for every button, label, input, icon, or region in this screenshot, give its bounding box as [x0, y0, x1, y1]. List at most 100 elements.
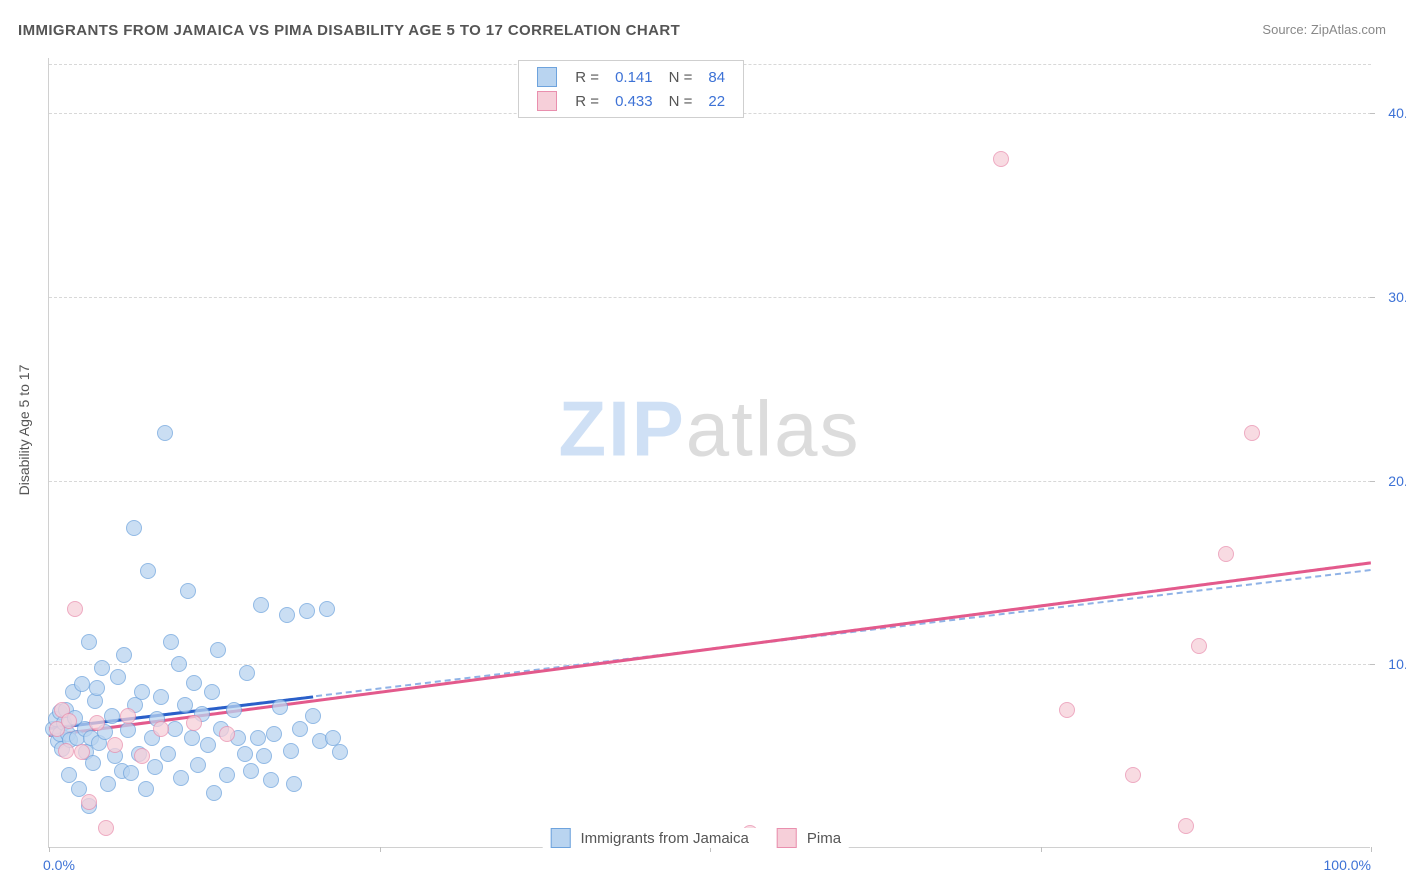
data-point-jamaica — [256, 748, 272, 764]
data-point-jamaica — [200, 737, 216, 753]
data-point-jamaica — [173, 770, 189, 786]
data-point-pima — [74, 744, 90, 760]
legend-n-value-jamaica: 84 — [700, 65, 733, 89]
source-link[interactable]: ZipAtlas.com — [1311, 22, 1386, 37]
data-point-jamaica — [190, 757, 206, 773]
data-point-jamaica — [116, 647, 132, 663]
data-point-jamaica — [153, 689, 169, 705]
data-point-jamaica — [243, 763, 259, 779]
data-point-jamaica — [140, 563, 156, 579]
trendline-solid — [49, 561, 1371, 737]
data-point-jamaica — [319, 601, 335, 617]
data-point-jamaica — [177, 697, 193, 713]
chart-title: IMMIGRANTS FROM JAMAICA VS PIMA DISABILI… — [18, 22, 680, 39]
y-tick-mark — [1370, 113, 1375, 114]
x-tick-label: 0.0% — [43, 857, 75, 873]
plot-area: ZIPatlas 10.0%20.0%30.0%40.0%0.0%100.0%R… — [48, 58, 1370, 848]
data-point-jamaica — [100, 776, 116, 792]
data-point-jamaica — [61, 767, 77, 783]
y-tick-label: 20.0% — [1376, 473, 1406, 489]
data-point-pima — [1178, 818, 1194, 834]
data-point-jamaica — [305, 708, 321, 724]
source-attribution: Source: ZipAtlas.com — [1262, 22, 1386, 37]
x-tick-mark — [1371, 847, 1372, 852]
data-point-jamaica — [250, 730, 266, 746]
watermark-atlas: atlas — [686, 384, 861, 472]
data-point-pima — [58, 743, 74, 759]
data-point-jamaica — [332, 744, 348, 760]
data-point-pima — [81, 794, 97, 810]
data-point-jamaica — [81, 634, 97, 650]
y-tick-mark — [1370, 297, 1375, 298]
data-point-jamaica — [180, 583, 196, 599]
legend-n-label: N = — [661, 65, 701, 89]
legend-swatch-jamaica — [550, 828, 570, 848]
y-tick-label: 40.0% — [1376, 105, 1406, 121]
data-point-jamaica — [157, 425, 173, 441]
data-point-jamaica — [263, 772, 279, 788]
data-point-pima — [219, 726, 235, 742]
legend-r-value-pima: 0.433 — [607, 89, 661, 113]
data-point-jamaica — [171, 656, 187, 672]
data-point-jamaica — [74, 676, 90, 692]
data-point-jamaica — [134, 684, 150, 700]
data-point-pima — [134, 748, 150, 764]
data-point-pima — [120, 708, 136, 724]
legend-swatch-jamaica — [537, 67, 557, 87]
x-tick-label: 100.0% — [1324, 857, 1371, 873]
legend-r-value-jamaica: 0.141 — [607, 65, 661, 89]
data-point-pima — [98, 820, 114, 836]
data-point-jamaica — [123, 765, 139, 781]
data-point-jamaica — [239, 665, 255, 681]
bottom-legend: Immigrants from Jamaica Pima — [542, 828, 849, 848]
data-point-pima — [993, 151, 1009, 167]
data-point-jamaica — [147, 759, 163, 775]
data-point-jamaica — [184, 730, 200, 746]
plot-container: ZIPatlas 10.0%20.0%30.0%40.0%0.0%100.0%R… — [48, 58, 1370, 848]
data-point-jamaica — [286, 776, 302, 792]
y-axis-label: Disability Age 5 to 17 — [16, 365, 32, 496]
legend-r-label: R = — [567, 89, 607, 113]
bottom-legend-item-pima: Pima — [777, 828, 841, 848]
gridline-h — [49, 481, 1371, 482]
data-point-pima — [107, 737, 123, 753]
data-point-jamaica — [325, 730, 341, 746]
data-point-jamaica — [94, 660, 110, 676]
data-point-jamaica — [266, 726, 282, 742]
bottom-legend-item-jamaica: Immigrants from Jamaica — [550, 828, 748, 848]
data-point-pima — [1244, 425, 1260, 441]
correlation-legend: R =0.141N =84R =0.433N =22 — [518, 60, 744, 118]
data-point-jamaica — [163, 634, 179, 650]
legend-swatch-pima — [777, 828, 797, 848]
y-tick-label: 10.0% — [1376, 656, 1406, 672]
data-point-jamaica — [138, 781, 154, 797]
data-point-jamaica — [226, 702, 242, 718]
data-point-jamaica — [253, 597, 269, 613]
data-point-jamaica — [204, 684, 220, 700]
y-tick-label: 30.0% — [1376, 289, 1406, 305]
data-point-jamaica — [126, 520, 142, 536]
data-point-pima — [61, 713, 77, 729]
data-point-pima — [1059, 702, 1075, 718]
data-point-jamaica — [89, 680, 105, 696]
data-point-jamaica — [292, 721, 308, 737]
data-point-jamaica — [210, 642, 226, 658]
data-point-jamaica — [120, 722, 136, 738]
legend-n-value-pima: 22 — [700, 89, 733, 113]
data-point-jamaica — [283, 743, 299, 759]
y-tick-mark — [1370, 481, 1375, 482]
data-point-jamaica — [110, 669, 126, 685]
watermark: ZIPatlas — [558, 383, 860, 474]
data-point-jamaica — [219, 767, 235, 783]
data-point-pima — [89, 715, 105, 731]
data-point-jamaica — [206, 785, 222, 801]
data-point-jamaica — [104, 708, 120, 724]
x-tick-mark — [380, 847, 381, 852]
legend-swatch-pima — [537, 91, 557, 111]
y-tick-mark — [1370, 664, 1375, 665]
data-point-jamaica — [272, 699, 288, 715]
data-point-pima — [67, 601, 83, 617]
x-tick-mark — [1041, 847, 1042, 852]
data-point-jamaica — [186, 675, 202, 691]
data-point-jamaica — [299, 603, 315, 619]
